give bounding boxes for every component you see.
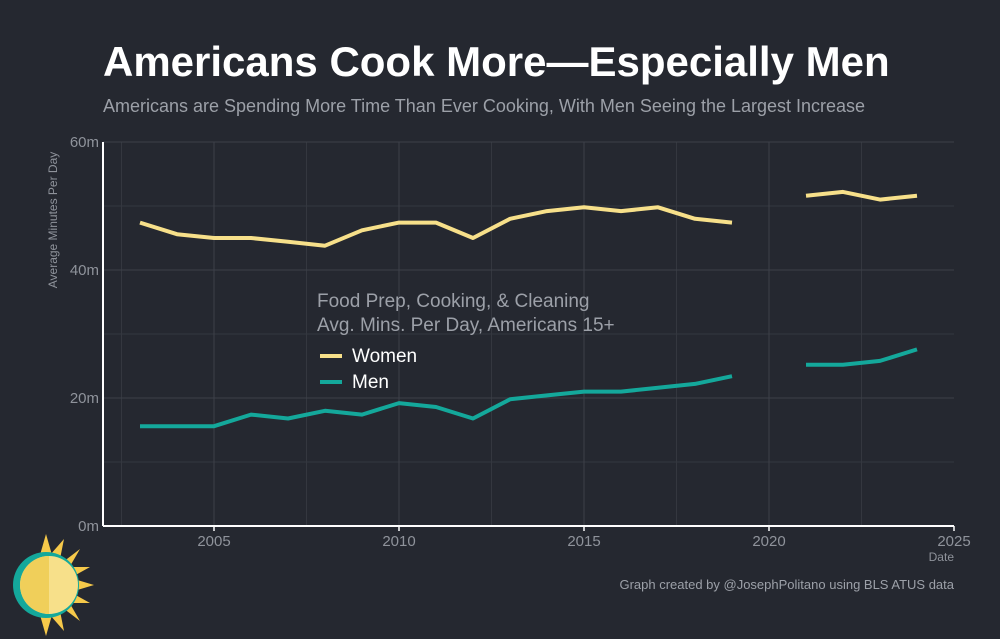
y-tick-label: 20m bbox=[70, 390, 99, 407]
x-tick-label: 2015 bbox=[567, 533, 600, 550]
x-tick-label: 2020 bbox=[752, 533, 785, 550]
axes bbox=[102, 142, 955, 531]
x-tick-labels: 2005 2010 2015 2020 2025 bbox=[197, 533, 970, 550]
legend-label-men: Men bbox=[352, 372, 389, 393]
sun-icon bbox=[13, 534, 94, 636]
source-caption: Graph created by @JosephPolitano using B… bbox=[619, 577, 954, 592]
y-tick-labels: 0m 20m 40m 60m bbox=[70, 134, 99, 535]
series-line-men bbox=[140, 347, 918, 429]
y-tick-label: 60m bbox=[70, 134, 99, 151]
chart-subtitle: Americans are Spending More Time Than Ev… bbox=[103, 96, 866, 116]
legend-label-women: Women bbox=[352, 346, 417, 367]
y-tick-label: 40m bbox=[70, 262, 99, 279]
y-tick-label: 0m bbox=[78, 518, 99, 535]
x-tick-label: 2010 bbox=[382, 533, 415, 550]
legend-title-line-2: Avg. Mins. Per Day, Americans 15+ bbox=[317, 315, 615, 336]
x-axis-title: Date bbox=[929, 550, 955, 564]
series-lines bbox=[139, 189, 918, 429]
y-axis-title: Average Minutes Per Day bbox=[46, 152, 60, 289]
legend: Food Prep, Cooking, & Cleaning Avg. Mins… bbox=[317, 291, 615, 393]
legend-title-line-1: Food Prep, Cooking, & Cleaning bbox=[317, 291, 590, 312]
x-tick-label: 2005 bbox=[197, 533, 230, 550]
grid-minor bbox=[103, 142, 954, 526]
x-tick-label: 2025 bbox=[937, 533, 970, 550]
chart-title: Americans Cook More—Especially Men bbox=[103, 38, 890, 85]
series-line-women bbox=[139, 189, 918, 248]
